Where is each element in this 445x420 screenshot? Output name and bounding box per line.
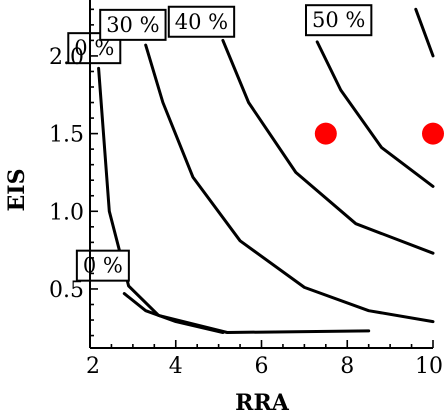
contour-label-3: 30 % xyxy=(99,8,167,41)
contour-line-3 xyxy=(144,43,435,324)
contour-line-6 xyxy=(414,7,435,58)
contour-label-2: 0 % xyxy=(67,32,122,65)
contour-label-text: 0 % xyxy=(83,254,123,278)
ticks: 2 4 6 8 10 0.5 1.0 1.5 2.0 xyxy=(49,8,443,379)
contour-label-4: 40 % xyxy=(167,5,236,38)
contour-label-text: 50 % xyxy=(312,8,365,32)
x-tick-label: 4 xyxy=(169,354,183,379)
x-tick-label: 8 xyxy=(340,354,354,379)
y-tick-label: 1.5 xyxy=(49,123,84,148)
contour-line-2 xyxy=(97,66,371,334)
y-tick-label: 0.5 xyxy=(49,278,84,303)
contour-label-text: 30 % xyxy=(106,13,159,37)
contour-lines xyxy=(97,7,435,334)
x-tick-label: 10 xyxy=(415,354,443,379)
contour-label-box xyxy=(167,5,236,38)
axes xyxy=(89,0,433,349)
markers xyxy=(314,122,444,145)
contour-label-1: 0 % xyxy=(75,249,130,282)
y-axis-title: EIS xyxy=(4,169,30,212)
contour-label-5: 50 % xyxy=(304,4,373,37)
marker-point-1 xyxy=(314,122,337,145)
y-tick-label: 2.0 xyxy=(49,45,84,70)
marker-point-2 xyxy=(422,122,444,145)
x-tick-label: 6 xyxy=(255,354,269,379)
x-tick-label: 2 xyxy=(86,354,100,379)
contour-line-5 xyxy=(315,40,435,188)
contour-label-box xyxy=(304,4,373,37)
contour-label-text: 40 % xyxy=(175,10,228,34)
contour-line-4 xyxy=(221,38,435,255)
contour-label-box xyxy=(99,8,167,41)
x-axis-title: RRA xyxy=(235,390,290,416)
contour-labels: 0 %0 %30 % 40 % 50 % xyxy=(67,4,373,282)
contour-label-box xyxy=(75,249,130,282)
y-tick-label: 1.0 xyxy=(49,200,84,225)
